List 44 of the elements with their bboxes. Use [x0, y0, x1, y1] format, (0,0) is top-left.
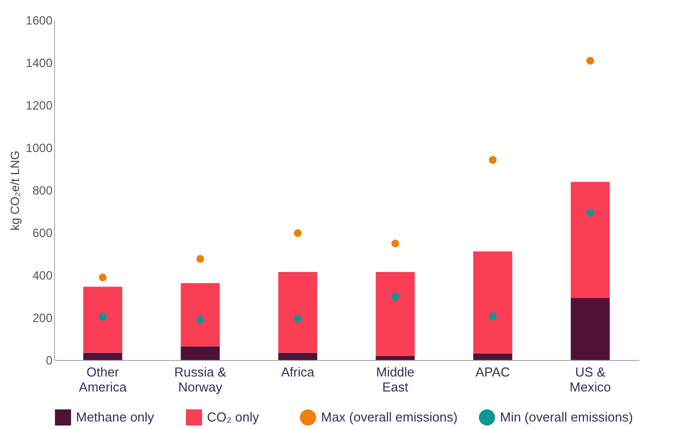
bar	[570, 182, 610, 298]
legend-label: Methane only	[76, 409, 155, 424]
legend-label: Min (overall emissions)	[500, 409, 633, 424]
bar	[180, 283, 220, 346]
point	[98, 312, 107, 321]
point	[196, 254, 204, 263]
bar	[376, 356, 415, 360]
point	[391, 293, 400, 301]
x-tick-label: Middle East	[376, 364, 414, 394]
legend-label: Max (overall emissions)	[321, 409, 458, 424]
point	[586, 208, 594, 217]
x-tick-label: Africa	[281, 364, 316, 380]
bar	[278, 352, 318, 360]
y-tick-label: 1400	[26, 56, 53, 70]
y-axis-title: kg CO₂e/t LNG	[8, 150, 22, 231]
bar	[570, 298, 610, 360]
y-tick-label: 1600	[26, 14, 53, 28]
point	[294, 229, 302, 238]
y-tick-label: 400	[32, 268, 53, 282]
y-tick-label: 1000	[26, 141, 53, 155]
point	[488, 156, 497, 164]
bar	[473, 251, 512, 354]
point	[98, 274, 107, 282]
x-tick-label: US & Mexico	[570, 364, 611, 394]
point	[586, 56, 594, 65]
y-tick-label: 600	[32, 226, 53, 240]
bar	[83, 286, 122, 353]
bar	[473, 353, 512, 360]
x-tick-label: Russia & Norway	[174, 364, 227, 394]
bar	[278, 272, 318, 353]
x-tick-label: APAC	[476, 364, 510, 380]
bar	[376, 272, 415, 356]
y-tick-label: 1200	[26, 98, 53, 112]
y-tick-label: 800	[32, 184, 53, 198]
x-tick-label: Other America	[78, 364, 128, 394]
bar	[180, 346, 220, 360]
point	[196, 316, 204, 324]
point	[391, 240, 400, 248]
legend-label: CO₂ only	[207, 409, 260, 424]
point	[294, 314, 302, 322]
y-tick-label: 0	[46, 354, 53, 368]
bar	[83, 352, 122, 360]
y-tick-label: 200	[32, 311, 53, 325]
point	[488, 312, 497, 320]
